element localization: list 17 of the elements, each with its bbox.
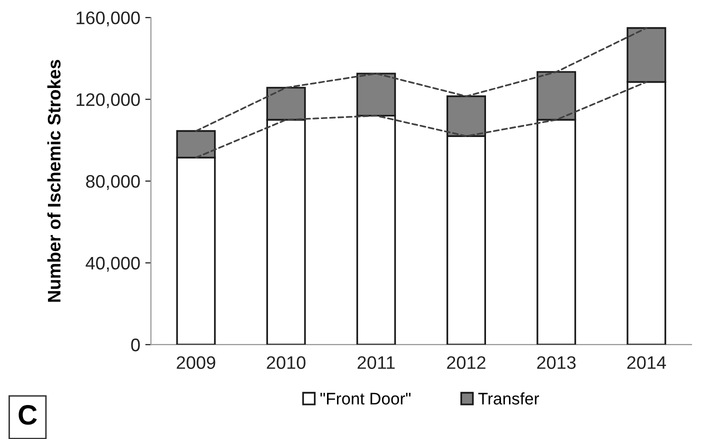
legend-label: Transfer — [478, 392, 540, 405]
line-series — [195, 81, 648, 158]
y-tick-label: 0 — [131, 338, 140, 352]
x-tick-label: 2012 — [447, 356, 486, 369]
y-tick-label: 120,000 — [76, 93, 140, 108]
x-tick-label: 2014 — [627, 356, 666, 369]
y-axis-title: Number of Ischemic Strokes — [47, 60, 61, 302]
y-tick-label: 40,000 — [86, 256, 140, 272]
text: C — [18, 405, 37, 425]
x-tick-label: 2011 — [358, 356, 395, 369]
x-tick-label: 2010 — [266, 356, 306, 369]
legend-label: "Front Door" — [320, 392, 411, 405]
y-tick-label: 80,000 — [86, 175, 140, 190]
x-tick-label: 2013 — [537, 356, 576, 369]
y-tick-label: 160,000 — [76, 11, 140, 26]
line-series — [195, 27, 648, 132]
x-tick-label: 2009 — [176, 356, 216, 369]
